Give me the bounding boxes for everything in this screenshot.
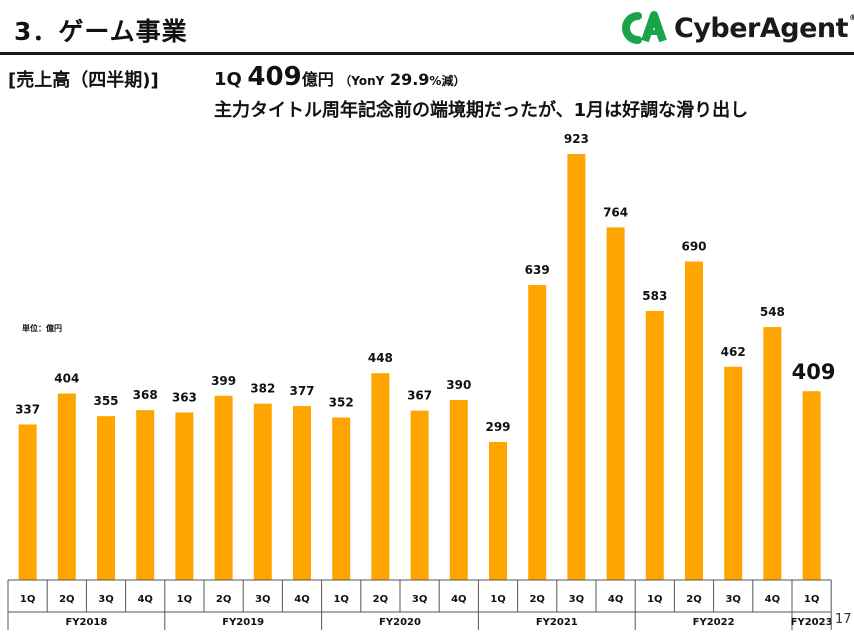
bar-20 xyxy=(763,327,782,580)
quarter-label-12: 4Q xyxy=(451,594,466,605)
quarter-label-11: 3Q xyxy=(412,594,427,605)
quarter-label-21: 1Q xyxy=(804,594,819,605)
section-label: [売上高（四半期)] xyxy=(8,70,159,91)
bar-7 xyxy=(253,403,272,580)
year-label-FY2023: FY2023 xyxy=(791,617,833,628)
bar-5 xyxy=(175,412,194,580)
bar-18 xyxy=(685,261,703,580)
quarter-label-13: 1Q xyxy=(490,594,505,605)
year-label-FY2018: FY2018 xyxy=(65,617,107,628)
bar-15 xyxy=(567,154,586,580)
quarter-label-15: 3Q xyxy=(569,594,584,605)
bar-9 xyxy=(332,417,351,580)
headline-value: 409 xyxy=(247,62,302,92)
bar-21 xyxy=(802,391,821,580)
value-label-15: 923 xyxy=(564,132,589,146)
headline-quarter: 1Q xyxy=(214,69,242,90)
headline: 1Q 409億円 （YonY 29.9%減） xyxy=(214,62,465,92)
quarter-label-1: 1Q xyxy=(20,594,35,605)
bar-1 xyxy=(18,424,37,580)
quarter-label-2: 2Q xyxy=(59,594,74,605)
bar-12 xyxy=(449,400,468,580)
header-divider xyxy=(0,52,854,55)
quarter-label-3: 3Q xyxy=(98,594,113,605)
value-label-19: 462 xyxy=(721,345,746,359)
year-label-FY2021: FY2021 xyxy=(536,617,578,628)
quarter-label-5: 1Q xyxy=(177,594,192,605)
bar-11 xyxy=(410,410,429,580)
quarter-label-8: 4Q xyxy=(294,594,309,605)
quarter-label-18: 2Q xyxy=(686,594,701,605)
value-label-4: 368 xyxy=(133,388,158,402)
year-label-FY2022: FY2022 xyxy=(693,617,735,628)
quarter-label-6: 2Q xyxy=(216,594,231,605)
year-label-FY2020: FY2020 xyxy=(379,617,421,628)
bar-10 xyxy=(371,373,390,580)
headline-yoy-suffix: %減） xyxy=(429,74,466,88)
bar-14 xyxy=(528,285,547,580)
quarter-label-10: 2Q xyxy=(373,594,388,605)
value-label-20: 548 xyxy=(760,305,785,319)
bar-3 xyxy=(97,416,115,580)
value-label-2: 404 xyxy=(54,372,79,386)
quarter-label-7: 3Q xyxy=(255,594,270,605)
value-label-18: 690 xyxy=(681,240,706,254)
page-number: 17 xyxy=(835,612,852,627)
value-label-11: 367 xyxy=(407,389,432,403)
value-label-21: 409 xyxy=(792,360,836,384)
value-label-3: 355 xyxy=(93,394,118,408)
bar-17 xyxy=(645,310,664,580)
logo-text: CyberAgent® xyxy=(674,12,854,44)
value-label-16: 764 xyxy=(603,205,628,219)
bar-19 xyxy=(724,366,743,580)
quarter-label-20: 4Q xyxy=(765,594,780,605)
headline-yoy-value: 29.9 xyxy=(389,70,430,89)
value-label-1: 337 xyxy=(15,402,40,416)
value-label-10: 448 xyxy=(368,351,393,365)
quarter-label-14: 2Q xyxy=(529,594,544,605)
cyberagent-logo-icon xyxy=(622,11,667,44)
bar-16 xyxy=(606,227,625,580)
headline-unit: 億円 xyxy=(301,70,334,89)
value-label-5: 363 xyxy=(172,390,197,404)
value-label-6: 399 xyxy=(211,374,236,388)
bar-6 xyxy=(214,395,233,580)
bar-2 xyxy=(57,393,76,580)
bar-4 xyxy=(136,410,155,580)
quarter-label-4: 4Q xyxy=(137,594,152,605)
bar-13 xyxy=(489,442,507,580)
value-label-9: 352 xyxy=(329,396,354,410)
headline-subtitle: 主力タイトル周年記念前の端境期だったが、1月は好調な滑り出し xyxy=(214,100,749,121)
year-label-FY2019: FY2019 xyxy=(222,617,264,628)
value-label-17: 583 xyxy=(642,289,667,303)
bar-8 xyxy=(293,406,311,580)
unit-label: 単位：億円 xyxy=(22,324,62,333)
value-label-7: 382 xyxy=(250,382,275,396)
quarter-label-17: 1Q xyxy=(647,594,662,605)
value-label-14: 639 xyxy=(525,263,550,277)
quarter-label-19: 3Q xyxy=(725,594,740,605)
value-label-12: 390 xyxy=(446,378,471,392)
page-title: 3．ゲーム事業 xyxy=(14,17,188,46)
logo: CyberAgent® xyxy=(618,8,854,48)
value-label-8: 377 xyxy=(289,384,314,398)
value-label-13: 299 xyxy=(485,420,510,434)
quarter-label-9: 1Q xyxy=(333,594,348,605)
quarter-label-16: 4Q xyxy=(608,594,623,605)
headline-yoy-prefix: （YonY xyxy=(339,74,385,88)
